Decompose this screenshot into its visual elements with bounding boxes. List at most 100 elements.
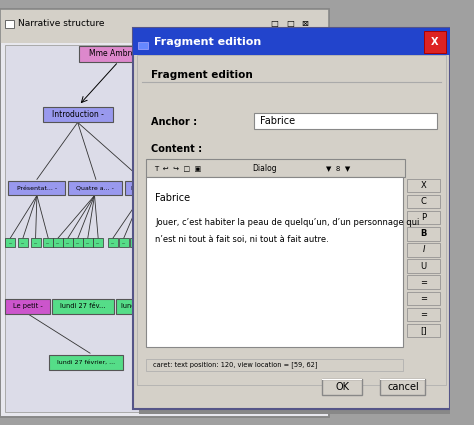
- Text: Content :: Content :: [151, 144, 202, 154]
- Text: OK: OK: [335, 382, 349, 392]
- Bar: [322, 379, 363, 380]
- Bar: [130, 238, 139, 247]
- Text: Le petit -: Le petit -: [13, 303, 42, 309]
- Bar: [125, 181, 159, 196]
- Text: Fragment edition: Fragment edition: [151, 70, 253, 80]
- Text: P: P: [421, 213, 426, 222]
- Bar: [146, 159, 405, 177]
- Text: ...: ...: [96, 240, 100, 245]
- Bar: [0, 8, 328, 42]
- Text: lundi 27 février, ...: lundi 27 février, ...: [57, 360, 115, 365]
- Bar: [133, 28, 450, 409]
- Bar: [0, 8, 328, 416]
- Bar: [79, 46, 162, 62]
- Text: ...: ...: [132, 240, 137, 245]
- Bar: [424, 31, 446, 53]
- Bar: [93, 238, 103, 247]
- Bar: [139, 34, 456, 414]
- Bar: [4, 20, 14, 28]
- Bar: [4, 45, 324, 412]
- Bar: [137, 55, 446, 385]
- Text: Quatre a... -: Quatre a... -: [76, 186, 113, 191]
- Text: B: B: [420, 229, 427, 238]
- Text: ...: ...: [121, 240, 126, 245]
- Bar: [408, 324, 440, 337]
- Bar: [52, 299, 114, 314]
- Bar: [108, 238, 118, 247]
- Text: I: I: [422, 245, 425, 255]
- Text: X: X: [431, 37, 438, 47]
- Text: ...: ...: [33, 240, 38, 245]
- Text: ⊠: ⊠: [301, 19, 309, 28]
- Text: []: []: [420, 326, 427, 335]
- Bar: [116, 299, 148, 314]
- Bar: [381, 379, 426, 380]
- Bar: [408, 178, 440, 192]
- Text: Fabrice: Fabrice: [260, 116, 295, 126]
- Text: cancel: cancel: [387, 382, 419, 392]
- Text: ...: ...: [8, 240, 13, 245]
- Text: ...: ...: [21, 240, 25, 245]
- Bar: [133, 28, 450, 55]
- Text: Fragment edition: Fragment edition: [155, 37, 262, 47]
- Bar: [138, 42, 148, 49]
- Bar: [408, 243, 440, 257]
- Bar: [408, 227, 440, 241]
- Bar: [73, 238, 83, 247]
- Text: =: =: [420, 294, 427, 303]
- Text: ...: ...: [46, 240, 50, 245]
- Text: X: X: [421, 181, 427, 190]
- Text: □: □: [286, 19, 294, 28]
- Bar: [18, 238, 28, 247]
- Bar: [5, 238, 15, 247]
- Bar: [119, 238, 129, 247]
- Text: Présentat... -: Présentat... -: [17, 186, 57, 191]
- Bar: [5, 299, 49, 314]
- Text: ...: ...: [111, 240, 115, 245]
- Bar: [67, 181, 121, 196]
- Text: ▼  8  ▼: ▼ 8 ▼: [327, 165, 351, 171]
- Text: ...: ...: [66, 240, 70, 245]
- Text: =: =: [420, 310, 427, 319]
- Text: Jouer, c’est habiter la peau de quelqu’un, d’un personnage qui: Jouer, c’est habiter la peau de quelqu’u…: [155, 218, 419, 227]
- Bar: [408, 211, 440, 224]
- Bar: [408, 195, 440, 208]
- Bar: [49, 355, 123, 370]
- Bar: [408, 292, 440, 305]
- Bar: [255, 113, 437, 129]
- Text: lundi 27 fév...: lundi 27 fév...: [60, 303, 106, 309]
- Text: T  ↩  ↪  □  ▣: T ↩ ↪ □ ▣: [155, 165, 201, 171]
- Bar: [408, 275, 440, 289]
- Text: Narrative structure: Narrative structure: [18, 19, 104, 28]
- Bar: [43, 107, 112, 122]
- Text: ...: ...: [76, 240, 80, 245]
- Bar: [53, 238, 63, 247]
- Text: Madam: Madam: [130, 186, 154, 191]
- Text: Introduction -: Introduction -: [52, 110, 104, 119]
- Text: □: □: [270, 19, 278, 28]
- Bar: [408, 308, 440, 321]
- Text: Mme Ambroise -: Mme Ambroise -: [89, 49, 152, 58]
- Bar: [8, 181, 65, 196]
- Text: ...: ...: [85, 240, 90, 245]
- Text: Fabrice: Fabrice: [155, 193, 191, 204]
- Text: lundi 2: lundi 2: [121, 303, 144, 309]
- Bar: [63, 238, 73, 247]
- Text: ...: ...: [56, 240, 60, 245]
- Text: Dialog: Dialog: [252, 164, 277, 173]
- Text: =: =: [420, 278, 427, 287]
- Bar: [381, 379, 426, 395]
- Bar: [31, 238, 40, 247]
- Bar: [43, 238, 53, 247]
- Bar: [322, 379, 363, 395]
- Bar: [0, 8, 328, 416]
- Text: U: U: [420, 261, 427, 271]
- Bar: [83, 238, 93, 247]
- Text: n’est ni tout à fait soi, ni tout à fait autre.: n’est ni tout à fait soi, ni tout à fait…: [155, 235, 329, 244]
- Text: caret: text position: 120, view location = [59, 62]: caret: text position: 120, view location…: [153, 362, 318, 368]
- Bar: [146, 359, 403, 371]
- Bar: [146, 177, 403, 347]
- Text: C: C: [421, 197, 427, 206]
- Bar: [408, 259, 440, 273]
- Text: Anchor :: Anchor :: [151, 116, 197, 127]
